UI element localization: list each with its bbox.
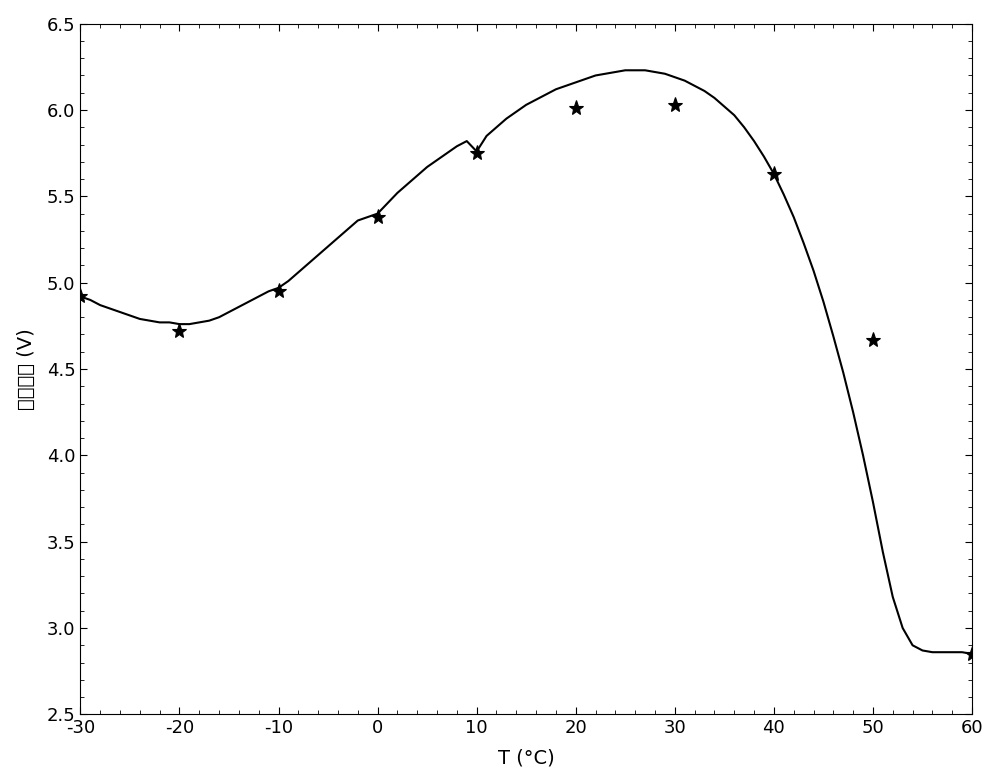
X-axis label: T (°C): T (°C): [498, 749, 555, 768]
Y-axis label: 补偿电压 (V): 补偿电压 (V): [17, 328, 36, 410]
